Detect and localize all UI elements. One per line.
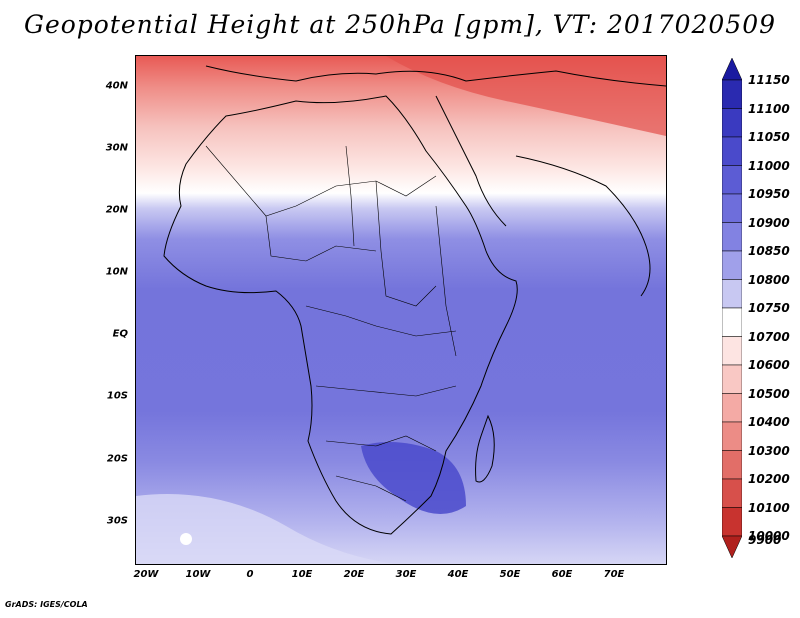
lat-label: 30S	[106, 515, 128, 527]
country-borders	[205, 145, 457, 502]
colorbar-cell	[722, 165, 742, 195]
colorbar-cell	[722, 222, 742, 252]
white-spot	[180, 533, 192, 545]
colorbar-label: 10700	[748, 329, 790, 344]
colorbar-label: 10500	[748, 386, 790, 401]
southern-band	[136, 494, 396, 564]
lat-label: 10N	[105, 266, 128, 278]
colorbar-label: 10800	[748, 272, 790, 287]
coastlines	[163, 65, 666, 535]
high-height-region	[361, 442, 466, 514]
lon-label: 50E	[499, 569, 521, 580]
colorbar-label: 10900	[748, 215, 790, 230]
colorbar-cell	[722, 336, 742, 366]
contour-map	[136, 56, 666, 564]
lon-label: 40E	[447, 569, 469, 580]
lon-label: 70E	[603, 569, 625, 580]
colorbar-cell	[722, 193, 742, 223]
colorbar-cell	[722, 279, 742, 309]
colorbar-cell	[722, 421, 742, 451]
colorbar	[722, 58, 742, 558]
lat-label: EQ	[112, 328, 128, 340]
colorbar-label: 9900	[748, 533, 782, 547]
colorbar-label: 11000	[748, 158, 790, 173]
colorbar-cell	[722, 507, 742, 537]
lon-label: 20W	[133, 569, 159, 580]
colorbar-label: 11100	[748, 101, 790, 116]
colorbar-label: 10000	[748, 529, 790, 543]
colorbar-cell	[722, 58, 742, 81]
lon-label: 60E	[551, 569, 573, 580]
lat-label: 40N	[105, 80, 128, 92]
colorbar-label: 10300	[748, 443, 790, 458]
lon-label: 30E	[395, 569, 417, 580]
lat-label: 10S	[106, 390, 128, 402]
lat-label: 30N	[105, 142, 128, 154]
colorbar-cell	[722, 307, 742, 337]
colorbar-cell	[722, 108, 742, 138]
colorbar-cell	[722, 250, 742, 280]
colorbar-label: 11150	[748, 73, 790, 87]
footer-credit: GrADS: IGES/COLA	[5, 600, 88, 609]
colorbar-label: 10600	[748, 358, 790, 372]
lat-label: 20S	[106, 453, 128, 465]
colorbar-cell	[722, 136, 742, 166]
colorbar-cell	[722, 364, 742, 394]
colorbar-label: 10400	[748, 415, 790, 429]
lon-label: 20E	[343, 569, 365, 580]
colorbar-cell	[722, 535, 742, 558]
colorbar-label: 11050	[748, 130, 790, 144]
colorbar-label: 10950	[748, 187, 790, 201]
colorbar-label: 10750	[748, 301, 790, 315]
colorbar-cell	[722, 393, 742, 423]
lon-label: 10E	[291, 569, 313, 580]
map-title: Geopotential Height at 250hPa [gpm], VT:…	[23, 10, 777, 39]
colorbar-label: 10100	[748, 500, 790, 515]
colorbar-label: 10850	[748, 244, 790, 258]
low-height-region	[386, 56, 666, 136]
colorbar-cell	[722, 450, 742, 480]
colorbar-cell	[722, 79, 742, 109]
map-plot-area	[135, 55, 667, 565]
colorbar-cell	[722, 478, 742, 508]
lon-label: 10W	[185, 569, 211, 580]
lon-label: 0	[246, 569, 254, 580]
lat-label: 20N	[105, 204, 128, 216]
colorbar-label: 10200	[748, 472, 790, 486]
colorbar-cells	[722, 58, 742, 558]
